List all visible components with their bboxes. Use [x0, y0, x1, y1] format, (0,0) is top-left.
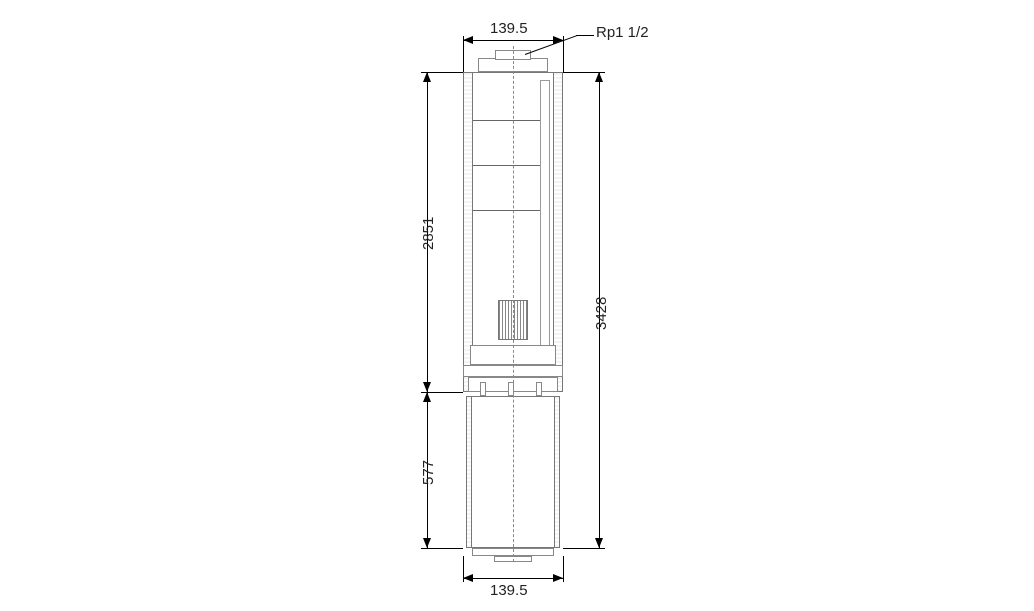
- page-frame: [12, 12, 1022, 599]
